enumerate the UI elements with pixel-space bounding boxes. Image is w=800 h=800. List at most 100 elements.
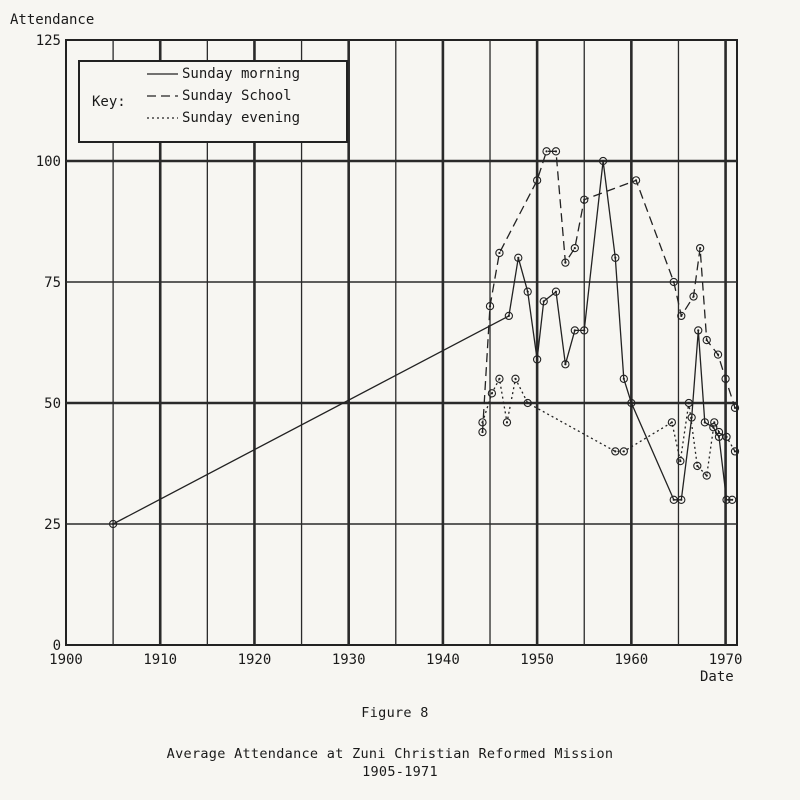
caption-date-range: 1905-1971	[362, 764, 438, 780]
data-point	[713, 350, 723, 359]
data-point	[722, 495, 731, 504]
data-point	[714, 427, 724, 437]
data-point-center	[733, 406, 737, 409]
data-point-center	[680, 498, 683, 501]
data-point	[108, 519, 118, 529]
data-point-center	[731, 498, 734, 501]
x-tick-label: 1950	[520, 652, 554, 668]
data-point	[730, 447, 740, 456]
data-point	[551, 287, 561, 296]
data-point-center	[725, 498, 728, 501]
data-point-center	[622, 450, 625, 453]
data-point	[542, 147, 551, 156]
data-point-center	[542, 300, 545, 303]
data-point-center	[507, 314, 510, 317]
data-point-center	[672, 498, 675, 501]
data-point-center	[526, 290, 529, 293]
data-point	[684, 398, 693, 408]
data-point	[502, 418, 512, 427]
data-point	[676, 456, 685, 466]
data-point	[728, 495, 737, 504]
x-tick-label: 1940	[426, 652, 460, 668]
data-point-center	[526, 401, 529, 405]
data-point	[485, 302, 495, 311]
data-point	[619, 374, 628, 383]
data-point	[669, 277, 678, 287]
data-point	[693, 461, 702, 471]
legend-box	[78, 60, 348, 143]
data-point	[619, 447, 628, 456]
data-point	[495, 248, 504, 258]
data-point	[700, 418, 709, 427]
y-tick-label: 0	[53, 638, 61, 654]
caption-title: Average Attendance at Zuni Christian Ref…	[166, 746, 614, 762]
data-point-center	[514, 377, 517, 380]
data-point-center	[554, 290, 558, 293]
data-point-center	[705, 474, 708, 477]
data-point	[532, 176, 542, 185]
data-point-center	[583, 198, 586, 201]
data-point-center	[601, 159, 605, 163]
y-tick-label: 125	[36, 33, 61, 49]
data-point	[532, 355, 542, 364]
data-point-center	[716, 353, 720, 356]
data-point-center	[717, 435, 721, 438]
x-tick-label: 1930	[332, 652, 366, 668]
data-point	[710, 418, 719, 427]
data-point-center	[614, 450, 617, 453]
data-point	[702, 471, 711, 480]
data-point	[631, 176, 641, 185]
data-point-center	[703, 421, 706, 424]
data-point-center	[679, 459, 682, 463]
data-point-center	[536, 358, 539, 361]
data-point	[580, 326, 589, 335]
data-point-center	[498, 251, 501, 255]
data-point-center	[697, 329, 700, 332]
data-point	[677, 495, 686, 504]
y-tick-label: 100	[36, 154, 61, 170]
data-point-center	[687, 401, 690, 405]
data-point	[611, 447, 620, 456]
data-point-center	[536, 179, 539, 182]
data-point	[523, 287, 532, 296]
data-point	[523, 398, 532, 408]
data-point-center	[573, 247, 576, 250]
data-point	[570, 326, 579, 335]
data-point	[561, 258, 570, 267]
data-point-center	[545, 150, 548, 153]
attendance-chart: 1900 1910 1920 1930 1940 1950 1960 1970 0 25 50 75 1…	[10, 12, 742, 685]
data-point-center	[692, 295, 695, 298]
data-point-center	[630, 401, 633, 405]
data-point-center	[622, 377, 625, 380]
data-point-center	[705, 338, 708, 342]
y-tick-label: 25	[44, 517, 61, 533]
data-point	[478, 427, 487, 437]
data-point-center	[505, 421, 509, 424]
data-point-center	[725, 435, 728, 438]
series-line-2	[481, 378, 736, 477]
data-point-center	[614, 256, 617, 259]
data-point	[694, 326, 703, 335]
data-point	[689, 292, 698, 301]
data-point-center	[481, 421, 484, 424]
data-point-center	[699, 247, 702, 250]
data-point	[598, 156, 608, 166]
data-point-center	[583, 329, 586, 332]
data-point-center	[112, 522, 115, 526]
data-point	[514, 253, 523, 262]
data-point	[504, 311, 514, 321]
data-point	[722, 432, 731, 442]
legend-entry: Sunday School	[182, 88, 292, 104]
data-point	[611, 253, 620, 262]
data-point-center	[488, 305, 492, 308]
data-point-center	[573, 329, 576, 332]
figure-label: Figure 8	[361, 705, 429, 721]
data-point	[721, 374, 730, 383]
data-point	[695, 243, 705, 253]
data-point	[627, 398, 636, 408]
data-point	[487, 389, 497, 398]
data-point-center	[670, 421, 673, 424]
data-point-center	[724, 377, 727, 380]
x-tick-label: 1910	[143, 652, 177, 668]
y-axis-label: Attendance	[10, 12, 94, 28]
